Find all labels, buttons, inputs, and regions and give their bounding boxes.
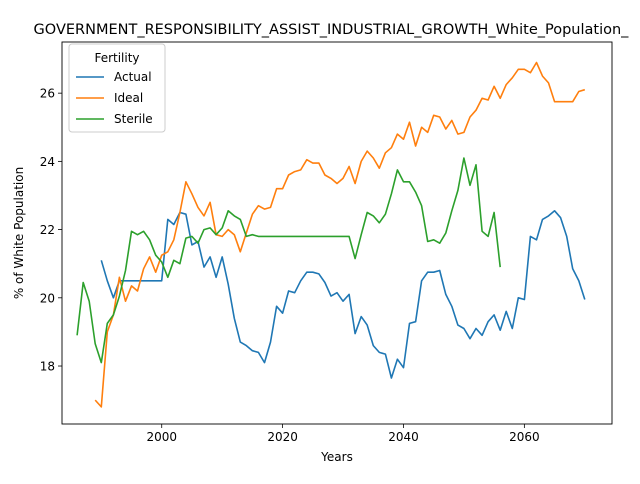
legend-title: Fertility [94,51,139,65]
plot-area: 2000 2020 2040 2060 18 20 22 24 26 [40,41,613,444]
legend-label-ideal: Ideal [114,91,143,105]
y-tick-label: 22 [40,223,55,237]
chart-title: GOVERNMENT_RESPONSIBILITY_ASSIST_INDUSTR… [34,22,630,38]
series-lines [76,61,586,408]
x-tick-label: 2060 [509,430,540,444]
x-tick-label: 2040 [388,430,419,444]
axes-frame [61,41,613,425]
series-line-sterile [76,157,501,364]
legend: Fertility Actual Ideal Sterile [68,43,166,133]
y-axis-ticks: 18 20 22 24 26 [40,87,62,374]
x-axis-ticks: 2000 2020 2040 2060 [146,424,540,444]
y-axis-label: % of White Population [12,167,26,299]
y-tick-label: 20 [40,291,55,305]
y-tick-label: 18 [40,360,55,374]
legend-label-actual: Actual [114,70,152,84]
legend-box [68,43,166,133]
series-line-ideal [94,61,586,408]
y-tick-label: 26 [40,87,55,101]
series-line-actual [100,210,586,379]
x-tick-label: 2020 [267,430,298,444]
x-axis-label: Years [320,450,353,464]
legend-label-sterile: Sterile [114,112,153,126]
y-tick-label: 24 [40,155,55,169]
x-tick-label: 2000 [146,430,177,444]
